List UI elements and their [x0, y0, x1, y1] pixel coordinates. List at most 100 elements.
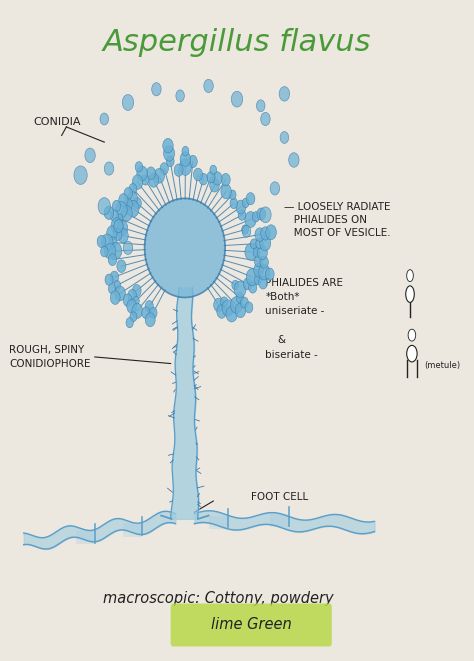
- Circle shape: [123, 294, 132, 307]
- Circle shape: [118, 229, 128, 243]
- Circle shape: [265, 268, 274, 280]
- Circle shape: [234, 281, 246, 297]
- Text: (metule): (metule): [425, 361, 461, 370]
- Circle shape: [236, 200, 246, 214]
- Circle shape: [238, 210, 246, 220]
- Circle shape: [126, 317, 133, 328]
- Circle shape: [127, 299, 137, 313]
- Bar: [76, 531, 95, 544]
- Circle shape: [149, 173, 159, 187]
- Circle shape: [280, 132, 289, 143]
- Circle shape: [261, 112, 270, 126]
- Ellipse shape: [406, 286, 414, 302]
- Circle shape: [100, 113, 109, 125]
- Text: ROUGH, SPINY
CONIDIOPHORE: ROUGH, SPINY CONIDIOPHORE: [9, 345, 91, 369]
- Circle shape: [109, 284, 116, 293]
- Circle shape: [220, 297, 228, 307]
- Circle shape: [257, 246, 267, 260]
- Circle shape: [242, 198, 249, 208]
- Circle shape: [289, 153, 299, 167]
- Circle shape: [257, 208, 265, 220]
- Circle shape: [260, 207, 271, 223]
- Circle shape: [129, 184, 137, 194]
- Circle shape: [242, 225, 248, 234]
- Circle shape: [85, 148, 95, 163]
- Circle shape: [145, 301, 154, 312]
- Circle shape: [163, 138, 173, 153]
- Circle shape: [254, 275, 261, 285]
- Circle shape: [207, 171, 215, 183]
- Circle shape: [199, 173, 208, 185]
- Circle shape: [132, 303, 143, 319]
- Circle shape: [112, 200, 120, 212]
- Circle shape: [260, 235, 271, 251]
- Circle shape: [258, 276, 268, 289]
- Circle shape: [128, 290, 137, 301]
- Circle shape: [270, 182, 280, 195]
- Circle shape: [240, 297, 248, 308]
- Circle shape: [74, 166, 87, 184]
- Circle shape: [246, 268, 258, 286]
- Text: CONIDIA: CONIDIA: [33, 117, 81, 128]
- Circle shape: [256, 100, 265, 112]
- Circle shape: [255, 228, 264, 241]
- Circle shape: [98, 198, 110, 215]
- Circle shape: [132, 175, 143, 190]
- Circle shape: [114, 219, 123, 233]
- Circle shape: [114, 280, 120, 290]
- Circle shape: [212, 172, 222, 185]
- Circle shape: [217, 305, 227, 319]
- Circle shape: [132, 284, 141, 297]
- Bar: [209, 516, 228, 529]
- Circle shape: [109, 237, 117, 249]
- Circle shape: [252, 212, 260, 222]
- Circle shape: [259, 264, 270, 280]
- Circle shape: [176, 90, 184, 102]
- Circle shape: [116, 214, 123, 223]
- Circle shape: [127, 200, 139, 217]
- Circle shape: [221, 184, 231, 199]
- Circle shape: [229, 190, 236, 200]
- Circle shape: [104, 162, 114, 175]
- Text: lime Green: lime Green: [211, 617, 292, 632]
- Circle shape: [253, 247, 260, 257]
- Circle shape: [119, 194, 128, 207]
- Circle shape: [226, 306, 237, 322]
- Circle shape: [160, 163, 168, 175]
- Circle shape: [235, 303, 246, 318]
- Ellipse shape: [408, 329, 416, 341]
- Circle shape: [245, 302, 253, 313]
- Circle shape: [130, 312, 137, 322]
- Circle shape: [231, 91, 243, 107]
- Circle shape: [110, 210, 118, 221]
- Circle shape: [105, 274, 113, 286]
- Circle shape: [145, 313, 155, 327]
- Circle shape: [124, 188, 133, 200]
- Circle shape: [110, 243, 122, 259]
- Circle shape: [243, 278, 252, 290]
- Text: PHIALIDES ARE
*Both*
uniseriate -

    &
biseriate -: PHIALIDES ARE *Both* uniseriate - & bise…: [265, 278, 344, 360]
- Circle shape: [110, 291, 120, 305]
- Circle shape: [245, 212, 256, 227]
- Circle shape: [104, 206, 114, 219]
- Text: FOOT CELL: FOOT CELL: [251, 492, 309, 502]
- Circle shape: [242, 225, 251, 237]
- Circle shape: [128, 192, 137, 205]
- Circle shape: [152, 83, 161, 96]
- Circle shape: [110, 271, 118, 283]
- Circle shape: [164, 145, 174, 161]
- Circle shape: [222, 300, 234, 316]
- Circle shape: [221, 173, 230, 186]
- Circle shape: [124, 198, 132, 210]
- Circle shape: [279, 87, 290, 101]
- Circle shape: [104, 243, 116, 259]
- Circle shape: [193, 168, 202, 181]
- Ellipse shape: [145, 198, 225, 297]
- Circle shape: [255, 255, 263, 267]
- Circle shape: [142, 307, 150, 319]
- Circle shape: [180, 152, 191, 167]
- Circle shape: [122, 95, 134, 110]
- Circle shape: [118, 221, 128, 235]
- Circle shape: [142, 175, 149, 185]
- Circle shape: [107, 226, 117, 241]
